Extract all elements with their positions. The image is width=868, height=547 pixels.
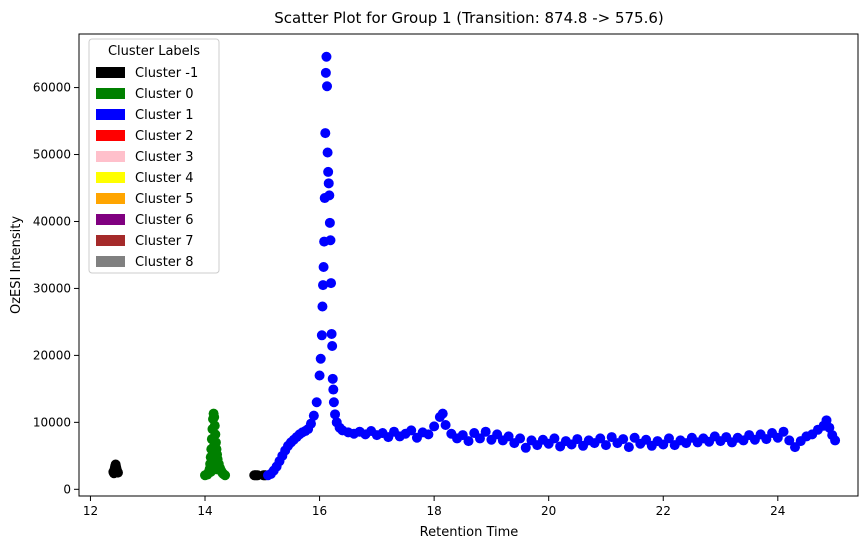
data-point-cluster-1 <box>305 418 316 429</box>
data-point-cluster-1 <box>326 328 337 339</box>
data-point-cluster-1 <box>308 410 319 421</box>
legend-swatch <box>96 256 125 267</box>
x-axis-label: Retention Time <box>420 525 519 540</box>
data-point-cluster-1 <box>437 408 448 419</box>
legend-label: Cluster 8 <box>135 255 194 270</box>
data-point-cluster-1 <box>330 409 341 420</box>
y-tick-label: 50000 <box>33 148 71 162</box>
plot-area-frame <box>78 33 859 497</box>
data-point-cluster-1 <box>318 280 329 291</box>
data-point-cluster-1 <box>318 262 329 273</box>
data-point-cluster-1 <box>320 67 331 78</box>
legend-swatch <box>96 67 125 78</box>
data-point-cluster-1 <box>663 433 674 444</box>
legend-label: Cluster 6 <box>135 213 194 228</box>
y-axis: 0 10000 20000 30000 40000 50000 60000 <box>33 81 79 496</box>
x-tick-label: 20 <box>541 504 556 518</box>
data-point-cluster-1 <box>549 433 560 444</box>
legend-swatch <box>96 235 125 246</box>
data-point-cluster-0 <box>220 470 231 481</box>
y-tick-label: 60000 <box>33 81 71 95</box>
y-tick-label: 10000 <box>33 415 71 429</box>
legend-label: Cluster 5 <box>135 192 194 207</box>
data-point-cluster-1 <box>595 433 606 444</box>
data-point-cluster-1 <box>316 330 327 341</box>
legend-swatch <box>96 88 125 99</box>
data-point-cluster-1 <box>623 442 634 453</box>
legend-label: Cluster -1 <box>135 66 198 81</box>
data-point-cluster-1 <box>323 166 334 177</box>
data-point-cluster-1 <box>326 278 337 289</box>
x-tick-label: 14 <box>197 504 212 518</box>
data-point-cluster-0 <box>209 411 220 422</box>
data-point-cluster-1 <box>322 147 333 158</box>
chart-title: Scatter Plot for Group 1 (Transition: 87… <box>274 9 664 27</box>
data-point-cluster-1 <box>315 353 326 364</box>
data-point-cluster-1 <box>320 128 331 139</box>
legend-swatch <box>96 193 125 204</box>
data-point-cluster-1 <box>618 434 629 445</box>
data-point-cluster-1 <box>321 51 332 62</box>
data-point-cluster-0 <box>210 429 221 440</box>
data-point-cluster-1 <box>572 434 583 445</box>
data-point-cluster-1 <box>322 81 333 92</box>
data-point-cluster-1 <box>327 373 338 384</box>
x-tick-label: 22 <box>656 504 671 518</box>
data-point-cluster-1 <box>314 370 325 381</box>
data-point-cluster-1 <box>423 429 434 440</box>
data-point-cluster-1 <box>440 420 451 431</box>
data-point-cluster-1 <box>515 433 526 444</box>
data-point-cluster-1 <box>324 190 335 201</box>
legend-label: Cluster 2 <box>135 129 194 144</box>
y-tick-label: 30000 <box>33 281 71 295</box>
data-point-cluster-1 <box>324 217 335 228</box>
legend-swatch <box>96 172 125 183</box>
y-tick-label: 40000 <box>33 214 71 228</box>
data-point-cluster-1 <box>328 397 339 408</box>
data-point-cluster-0 <box>209 420 220 431</box>
data-point-cluster-1 <box>311 397 322 408</box>
legend-swatch <box>96 214 125 225</box>
legend-label: Cluster 0 <box>135 87 194 102</box>
data-point-cluster-1 <box>600 440 611 451</box>
data-point-cluster-0 <box>205 466 216 477</box>
legend-swatch <box>96 130 125 141</box>
legend-label: Cluster 1 <box>135 108 194 123</box>
data-point-cluster-1 <box>784 435 795 446</box>
data-point-cluster-1 <box>429 421 440 432</box>
x-tick-label: 24 <box>770 504 785 518</box>
y-tick-label: 0 <box>63 482 71 496</box>
legend-entries: Cluster -1 Cluster 0 Cluster 1 Cluster 2 Clu… <box>96 66 198 270</box>
legend-swatch <box>96 109 125 120</box>
y-tick-label: 20000 <box>33 348 71 362</box>
x-tick-label: 16 <box>312 504 327 518</box>
x-tick-label: 18 <box>426 504 441 518</box>
data-point-cluster--1 <box>108 468 119 479</box>
legend-swatch <box>96 151 125 162</box>
data-point-cluster-0 <box>209 440 220 451</box>
data-point-cluster-1 <box>480 426 491 437</box>
data-point-cluster-1 <box>830 435 841 446</box>
legend-label: Cluster 4 <box>135 171 194 186</box>
y-axis-label: OzESI Intensity <box>9 216 24 314</box>
legend-label: Cluster 7 <box>135 234 194 249</box>
data-point-cluster-1 <box>778 426 789 437</box>
legend-label: Cluster 3 <box>135 150 194 165</box>
data-point-cluster-1 <box>463 436 474 447</box>
data-point-cluster-1 <box>325 235 336 246</box>
x-tick-label: 12 <box>83 504 98 518</box>
points-layer <box>108 51 841 481</box>
data-point-cluster-1 <box>406 425 417 436</box>
data-point-cluster-1 <box>323 178 334 189</box>
data-point-cluster-1 <box>327 341 338 352</box>
data-point-cluster-1 <box>328 384 339 395</box>
data-point-cluster-1 <box>503 431 514 442</box>
data-point-cluster-1 <box>474 433 485 444</box>
legend-title: Cluster Labels <box>108 44 200 59</box>
data-point-cluster-1 <box>520 442 531 453</box>
data-point-cluster-1 <box>317 301 328 312</box>
x-axis: 12 14 16 18 20 22 24 <box>83 496 785 518</box>
